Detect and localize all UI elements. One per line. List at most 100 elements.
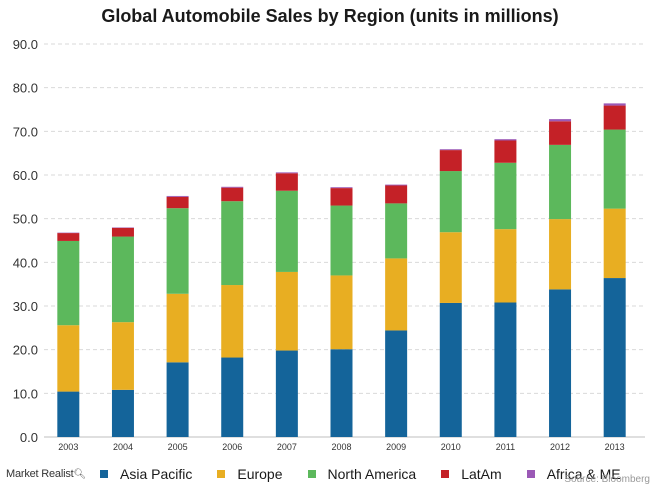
- source-note: Source: Bloomberg: [564, 474, 650, 485]
- brand-logo: Market Realist🔍︎: [6, 468, 86, 480]
- legend-swatch: [100, 470, 108, 478]
- y-tick-label: 30.0: [13, 299, 38, 314]
- bar-segment: [330, 205, 353, 276]
- legend-label: LatAm: [461, 466, 502, 482]
- bar-segment: [494, 302, 517, 437]
- bar-segment: [603, 105, 626, 130]
- magnifier-icon: 🔍︎: [73, 469, 87, 480]
- bar-segment: [549, 289, 572, 437]
- bar-segment: [330, 349, 353, 437]
- legend-swatch: [307, 470, 316, 478]
- bar-segment: [221, 357, 244, 437]
- bar-segment: [494, 139, 517, 141]
- bar-segment: [166, 208, 189, 294]
- bar-segment: [166, 362, 189, 437]
- bar-segment: [111, 322, 134, 390]
- legend-label: North America: [327, 466, 417, 482]
- legend-label: Asia Pacific: [120, 466, 193, 482]
- legend-swatch: [441, 470, 450, 478]
- bar-segment: [275, 271, 298, 351]
- bar-segment: [166, 196, 189, 209]
- bar-segment: [603, 278, 626, 437]
- x-tick-label: 2008: [331, 442, 351, 452]
- bar-segment: [385, 185, 408, 204]
- bar-segment: [549, 119, 572, 122]
- y-tick-label: 20.0: [13, 343, 38, 358]
- y-tick-label: 40.0: [13, 255, 38, 270]
- brand-label: Market Realist: [6, 468, 74, 480]
- bar-segment: [275, 172, 298, 174]
- legend-item: Europe: [217, 466, 283, 482]
- legend-swatch: [526, 470, 535, 478]
- x-tick-label: 2012: [550, 442, 570, 452]
- x-tick-label: 2011: [496, 442, 515, 452]
- y-tick-label: 70.0: [13, 124, 38, 139]
- bar-segment: [385, 203, 408, 259]
- bar-segment: [221, 285, 244, 358]
- x-tick-label: 2010: [441, 442, 461, 452]
- bar-segment: [439, 171, 462, 233]
- legend-label: Africa & ME: [546, 466, 621, 482]
- bar-segment: [330, 187, 353, 189]
- bar-segment: [221, 186, 244, 188]
- y-tick-label: 50.0: [13, 212, 38, 227]
- chart-title: Global Automobile Sales by Region (units…: [101, 6, 559, 26]
- y-axis: 0.0 10.0 20.0 30.0 40.0 50.0 60.0 70.0 80.0 90.0: [13, 37, 645, 445]
- legend-swatch: [217, 470, 226, 478]
- bar-segment: [57, 240, 80, 326]
- bar-segment: [330, 275, 353, 350]
- gridlines: [44, 43, 645, 394]
- bar-segment: [166, 195, 189, 197]
- bar-segment: [549, 121, 572, 145]
- x-tick-label: 2013: [605, 442, 625, 452]
- x-tick-label: 2003: [58, 442, 78, 452]
- bar-segment: [275, 350, 298, 437]
- legend: Asia Pacific Europe North America LatAm Afri…: [100, 466, 646, 482]
- x-tick-label: 2004: [113, 442, 133, 452]
- x-tick-label: 2009: [386, 442, 406, 452]
- bar-segment: [549, 144, 572, 220]
- bars: [57, 103, 626, 437]
- x-tick-label: 2006: [222, 442, 242, 452]
- bar-segment: [221, 187, 244, 202]
- bar-segment: [494, 229, 517, 303]
- bar-segment: [111, 227, 134, 237]
- bar-segment: [439, 149, 462, 151]
- x-tick-label: 2007: [277, 442, 297, 452]
- bar-segment: [57, 391, 80, 437]
- bar-segment: [439, 302, 462, 437]
- bar-segment: [494, 140, 517, 163]
- bar-segment: [166, 293, 189, 363]
- y-tick-label: 90.0: [13, 37, 38, 52]
- legend-item: North America: [307, 466, 417, 482]
- bar-segment: [494, 162, 517, 230]
- bar-segment: [385, 330, 408, 437]
- y-tick-label: 10.0: [13, 386, 38, 401]
- bar-segment: [549, 219, 572, 290]
- y-tick-label: 0.0: [20, 430, 38, 445]
- bar-segment: [439, 232, 462, 303]
- bar-segment: [275, 173, 298, 191]
- bar-segment: [603, 103, 626, 106]
- bar-segment: [385, 258, 408, 331]
- bar-segment: [330, 188, 353, 206]
- bar-segment: [275, 190, 298, 272]
- bar-segment: [57, 325, 80, 392]
- legend-label: Europe: [237, 466, 283, 482]
- bar-segment: [57, 233, 80, 241]
- legend-item: LatAm: [441, 466, 502, 482]
- bar-segment: [603, 129, 626, 209]
- bar-segment: [603, 208, 626, 279]
- bar-segment: [111, 236, 134, 323]
- bar-segment: [385, 184, 408, 186]
- x-axis: 2003 2004 2005 2006 2007 2008 2009 2010 2011 2012…: [58, 442, 624, 452]
- legend-item: Asia Pacific: [100, 466, 192, 482]
- bar-segment: [439, 150, 462, 172]
- bar-segment: [111, 389, 134, 437]
- bar-segment: [221, 201, 244, 286]
- y-tick-label: 80.0: [13, 81, 38, 96]
- x-tick-label: 2005: [168, 442, 188, 452]
- y-tick-label: 60.0: [13, 168, 38, 183]
- legend-item: Africa & ME: [526, 466, 621, 482]
